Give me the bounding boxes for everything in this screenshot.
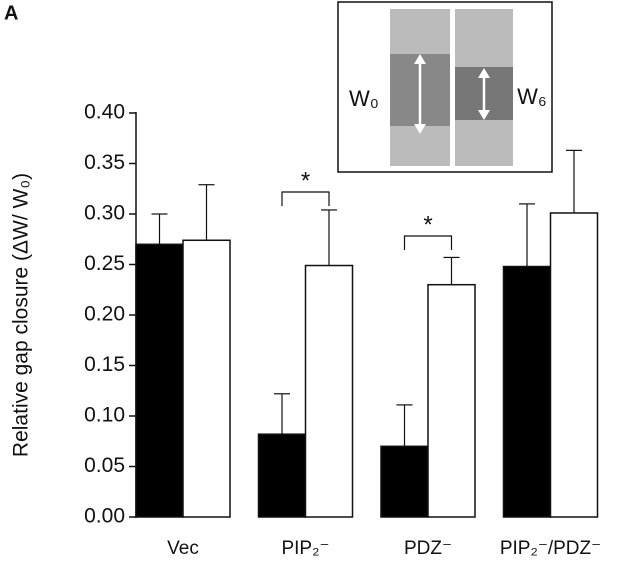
bar	[502, 265, 552, 518]
bar	[182, 239, 231, 518]
inset-arrowheads	[414, 54, 426, 134]
y-tick-label: 0.25	[84, 252, 125, 275]
bar	[427, 283, 476, 518]
inset-label: W₀	[349, 86, 379, 111]
inset-cells	[390, 9, 450, 54]
bar	[304, 264, 354, 518]
inset: W₀ W₆	[337, 1, 553, 173]
y-tick-label: 0.30	[84, 202, 125, 225]
bar	[257, 433, 307, 518]
inset-cells	[455, 9, 513, 67]
significance-bracket	[281, 191, 330, 206]
inset-cells	[455, 120, 513, 166]
y-tick-label: 0.05	[84, 454, 125, 477]
x-tick-label: PDZ⁻	[404, 538, 452, 559]
y-axis-label: Relative gap closure (ΔW/ W₀)	[10, 173, 33, 457]
bar	[135, 243, 184, 518]
y-tick-label: 0.20	[84, 303, 125, 326]
significance-label: *	[423, 211, 432, 238]
y-tick-label: 0.35	[84, 151, 125, 174]
bar	[549, 212, 599, 518]
x-tick-label: PIP₂⁻	[281, 538, 329, 559]
significance-bracket	[403, 235, 453, 250]
bar	[380, 445, 429, 518]
significance-label: *	[301, 167, 310, 194]
y-tick-label: 0.00	[84, 505, 125, 528]
y-tick-label: 0.15	[84, 353, 125, 376]
inset-label: W₆	[517, 84, 547, 109]
panel-label: A	[4, 2, 18, 24]
x-tick-label: PIP₂⁻/PDZ⁻	[500, 538, 601, 559]
x-tick-label: Vec	[167, 538, 199, 559]
y-tick-label: 0.10	[84, 404, 125, 427]
y-tick-label: 0.40	[84, 101, 125, 124]
